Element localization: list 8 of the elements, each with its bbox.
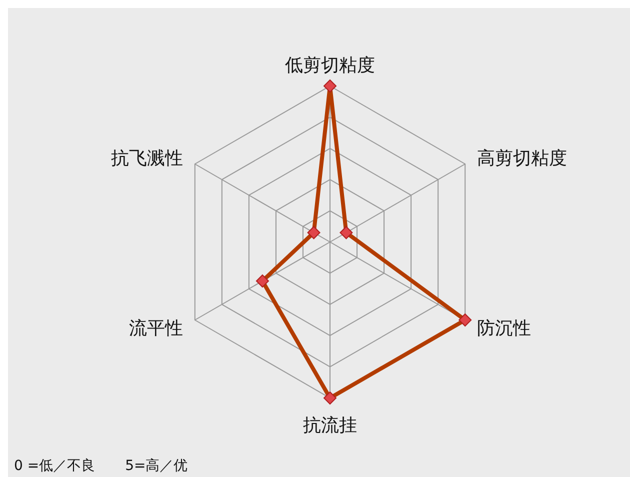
text: 5=高／优 xyxy=(125,458,188,474)
spoke-label: 抗流挂 xyxy=(303,415,357,436)
spoke-label: 高剪切粘度 xyxy=(477,148,568,169)
spoke-label: 防沉性 xyxy=(477,318,532,339)
spoke-label: 低剪切粘度 xyxy=(285,55,375,76)
spoke-label: 抗飞溅性 xyxy=(110,148,183,169)
text: 0 =低／不良 xyxy=(14,458,96,474)
spoke-label: 流平性 xyxy=(128,318,183,339)
